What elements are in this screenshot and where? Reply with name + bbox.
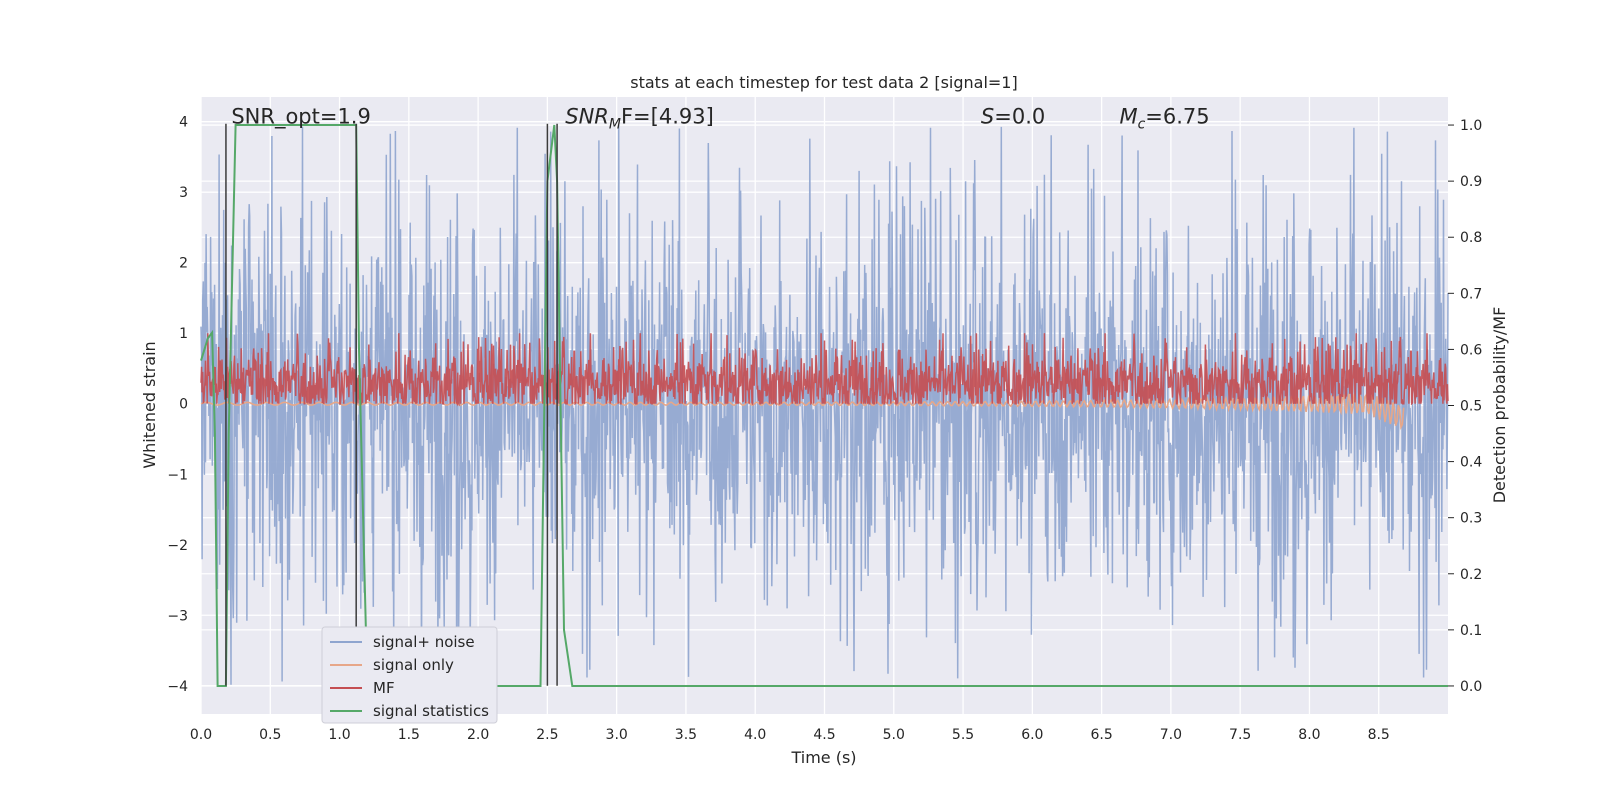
annotation-text: Mc=6.75	[1119, 105, 1209, 133]
vline-layer	[225, 123, 558, 686]
y2-tick-label: 0.4	[1460, 455, 1482, 471]
y-tick-label: 2	[179, 256, 188, 272]
annotation-text: SNRMF=[4.93]	[565, 105, 714, 133]
x-tick-label: 5.5	[952, 727, 974, 743]
x-tick-labels: 0.0 0.5 1.0 1.5 2.0 2.5 3.0 3.5 4.0 4.5 5.0 5.5 6.0 6…	[190, 727, 1390, 743]
x-tick-label: 6.0	[1021, 727, 1043, 743]
y2-tick-label: 0.5	[1460, 399, 1482, 415]
y2-axis-label: Detection probability/MF	[1490, 307, 1509, 504]
x-tick-label: 5.0	[883, 727, 905, 743]
y-tick-label: −2	[167, 538, 188, 554]
y-tick-labels: −4 −3 −2 −1 0 1 2 3 4	[167, 115, 188, 695]
x-tick-label: 2.5	[536, 727, 558, 743]
y-tick-label: 3	[179, 185, 188, 201]
x-tick-label: 4.5	[813, 727, 835, 743]
legend-label: signal only	[373, 656, 454, 674]
x-tick-label: 8.5	[1368, 727, 1390, 743]
y2-tick-label: 0.7	[1460, 286, 1482, 302]
x-tick-label: 6.5	[1090, 727, 1112, 743]
y-tick-label: 1	[179, 326, 188, 342]
legend-entries: signal+ noise signal only MF signal statist…	[330, 633, 489, 720]
y-axis-label: Whitened strain	[140, 341, 159, 468]
x-tick-label: 3.5	[675, 727, 697, 743]
y2-tick-label: 0.3	[1460, 511, 1482, 527]
annotation-text: SNR_opt=1.9	[231, 105, 371, 130]
series-line-0	[200, 125, 1449, 685]
x-tick-label: 1.0	[328, 727, 350, 743]
x-tick-label: 3.0	[606, 727, 628, 743]
y2-tick-labels: 0.0 0.1 0.2 0.3 0.4 0.5 0.6 0.7 0.8 0.9 1.0	[1448, 118, 1482, 695]
x-axis-label: Time (s)	[790, 748, 856, 767]
y2-tick-label: 0.6	[1460, 342, 1482, 358]
y-tick-label: −4	[167, 679, 188, 695]
y2-tick-label: 0.1	[1460, 623, 1482, 639]
y-tick-label: −1	[167, 467, 188, 483]
x-tick-label: 2.0	[467, 727, 489, 743]
y2-tick-label: 0.8	[1460, 230, 1482, 246]
y2-tick-label: 0.9	[1460, 174, 1482, 190]
annotation-text: S=0.0	[981, 105, 1045, 129]
x-tick-label: 1.5	[398, 727, 420, 743]
y2-tick-label: 0.2	[1460, 567, 1482, 583]
y2-tick-label: 1.0	[1460, 118, 1482, 134]
annotations: SNR_opt=1.9 SNRMF=[4.93] S=0.0 Mc=6.75	[231, 105, 1209, 133]
legend-box	[321, 626, 498, 724]
y-tick-label: 0	[179, 397, 188, 413]
legend-label: signal statistics	[373, 702, 489, 720]
series-line-2	[200, 333, 1449, 407]
y-tick-label: −3	[167, 608, 188, 624]
legend-label: MF	[373, 679, 395, 697]
x-tick-label: 8.0	[1298, 727, 1320, 743]
legend-label: signal+ noise	[373, 633, 475, 651]
legend: signal+ noise signal only MF signal statist…	[321, 626, 498, 724]
x-tick-label: 7.5	[1229, 727, 1251, 743]
x-tick-label: 0.5	[259, 727, 281, 743]
x-tick-label: 0.0	[190, 727, 212, 743]
series-line-1	[200, 392, 1405, 431]
y2-tick-label: 0.0	[1460, 679, 1482, 695]
x-tick-label: 4.0	[744, 727, 766, 743]
x-tick-label: 7.0	[1160, 727, 1182, 743]
chart-title: stats at each timestep for test data 2 […	[630, 73, 1017, 92]
y-tick-label: 4	[179, 115, 188, 131]
